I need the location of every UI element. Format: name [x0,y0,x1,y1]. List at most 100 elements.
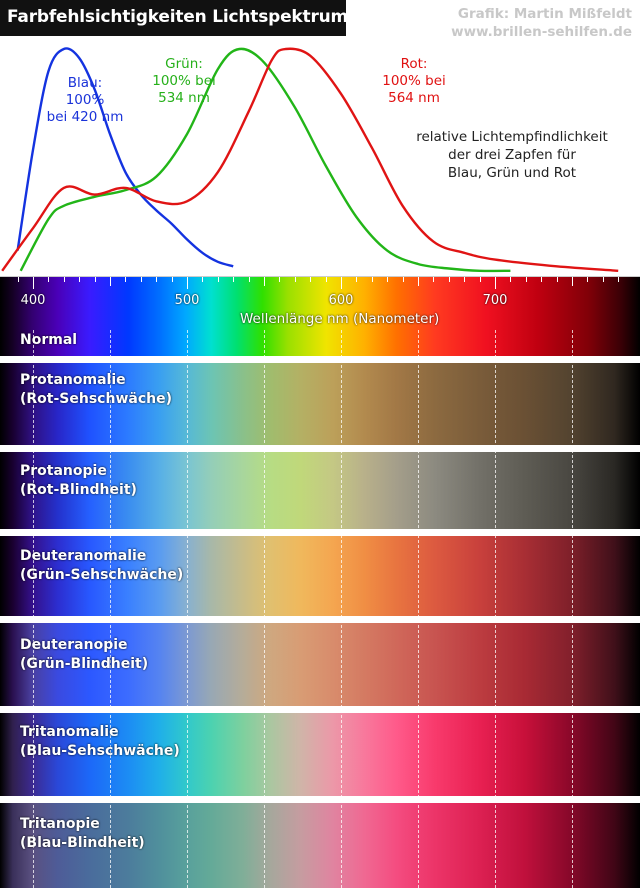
sensitivity-curves [1,47,619,273]
x-axis-tick [341,277,342,289]
x-axis-tick [33,277,34,289]
band-label-line: (Rot-Blindheit) [20,482,137,498]
x-axis-label: Wellenlänge nm (Nanometer) [240,311,440,327]
annotation-blau-line: bei 420 nm [46,109,124,125]
band-label-line: (Rot-Sehschwäche) [20,391,172,407]
x-axis-tick [187,277,188,289]
band-label-deuteranopie: Deuteranopie (Grün-Blindheit) [20,636,148,674]
band-label-tritanomalie: Tritanomalie (Blau-Sehschwäche) [20,723,180,761]
x-axis-tick [171,277,173,282]
band-label-protanomalie: Protanomalie (Rot-Sehschwäche) [20,371,172,409]
spectrum-normal [0,276,640,356]
x-axis-tick [387,277,389,282]
x-axis-tick [294,277,296,282]
x-axis-tick [510,277,512,282]
x-axis-tick [556,277,558,282]
x-axis-tick [202,277,204,282]
x-axis-tick [233,277,235,282]
band-label-line: Protanomalie [20,372,126,388]
band-label-deuteranomalie: Deuteranomalie (Grün-Sehschwäche) [20,547,183,585]
x-axis-tick [356,277,358,282]
annotation-blau-line: 100% [65,92,105,108]
band-label-normal: Normal [20,331,77,350]
page-title: Farbfehlsichtigkeiten Lichtspektrum [7,7,349,27]
series-line-rot [1,47,619,272]
x-axis-tick [495,277,496,289]
x-axis-line [0,276,640,277]
x-axis-tick [63,277,65,282]
spectrum-tritanomalie [0,713,640,796]
legend-note-line: relative Lichtempfindlichkeit [416,129,608,145]
annotation-rot: Rot: 100% bei 564 nm [378,56,450,107]
x-axis-tick [402,277,404,282]
x-axis-tick [572,277,573,286]
band-label-line: (Blau-Blindheit) [20,835,145,851]
band-label-line: (Blau-Sehschwäche) [20,743,180,759]
series-line-blau [16,47,234,268]
x-axis-tick [325,277,327,282]
band-label-line: Tritanopie [20,816,100,832]
x-axis-tick [264,277,265,286]
annotation-rot-line: 100% bei [382,73,446,89]
x-axis-tick [94,277,96,282]
band-label-tritanopie: Tritanopie (Blau-Blindheit) [20,815,145,853]
series-line-grün [19,47,511,273]
spectrum-deuteranopie [0,623,640,706]
legend-note: relative Lichtempfindlichkeit der drei Z… [402,128,622,182]
band-label-line: Protanopie [20,463,107,479]
x-axis-tick [418,277,419,286]
x-axis-tick-label: 400 [20,293,46,308]
wavelength-guide-line [572,330,573,888]
x-axis-tick-label: 500 [174,293,200,308]
wavelength-guide-line [418,330,419,888]
x-axis-tick [464,277,466,282]
spectrum-tritanopie [0,803,640,888]
wavelength-guide-line [187,330,188,888]
spectrum-deuteranomalie [0,536,640,616]
x-axis-tick [248,277,250,282]
x-axis-tick [618,277,620,282]
x-axis-tick [433,277,435,282]
x-axis-tick [110,277,111,286]
annotation-gruen-line: 100% bei [152,73,216,89]
credit-author: Grafik: Martin Mißfeldt [457,6,632,22]
annotation-rot-line: 564 nm [388,90,440,106]
legend-note-line: der drei Zapfen für [448,147,576,163]
band-label-line: (Grün-Blindheit) [20,656,149,672]
annotation-gruen-line: Grün: [165,56,203,72]
x-axis-tick [371,277,373,282]
x-axis-tick [587,277,589,282]
x-axis-tick [156,277,158,282]
band-label-line: (Grün-Sehschwäche) [20,567,184,583]
x-axis-tick [279,277,281,282]
band-label-line: Deuteranopie [20,637,128,653]
band-label-protanopie: Protanopie (Rot-Blindheit) [20,462,137,500]
band-label-line: Deuteranomalie [20,548,147,564]
annotation-rot-line: Rot: [400,56,428,72]
x-axis-tick [140,277,142,282]
band-label-line: Tritanomalie [20,724,119,740]
annotation-gruen: Grün: 100% bei 534 nm [148,56,220,107]
x-axis-tick [310,277,312,282]
band-label-line: Normal [20,332,78,348]
wavelength-guide-line [110,330,111,888]
wavelength-guide-line [264,330,265,888]
x-axis-tick [448,277,450,282]
wavelength-guide-line [341,330,342,888]
credit-website: www.brillen-sehilfen.de [451,24,632,40]
annotation-gruen-line: 534 nm [158,90,210,106]
annotation-blau: Blau: 100% bei 420 nm [42,75,128,126]
spectrum-protanomalie [0,363,640,445]
x-axis-tick [17,277,19,282]
spectrum-protanopie [0,452,640,529]
x-axis-tick [602,277,604,282]
x-axis-tick [525,277,527,282]
title-box: Farbfehlsichtigkeiten Lichtspektrum [0,0,349,36]
x-axis-tick-label: 600 [328,293,354,308]
x-axis-tick [79,277,81,282]
x-axis-tick [125,277,127,282]
x-axis-tick-label: 700 [482,293,508,308]
x-axis-tick [48,277,50,282]
wavelength-guide-line [33,330,34,888]
x-axis-tick [541,277,543,282]
